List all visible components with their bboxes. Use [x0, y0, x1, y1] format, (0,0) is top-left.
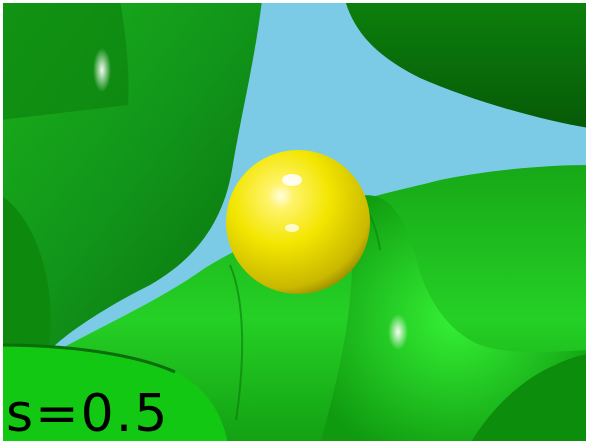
parameter-label: s=0.5 [6, 384, 170, 444]
surface-lobe-top-right [345, 0, 589, 128]
yellow-sphere [226, 150, 370, 294]
surface-lobe-bottom-right [470, 354, 589, 444]
surface-lobe-left [0, 195, 51, 360]
surface-lobe-bottom-left [0, 345, 228, 444]
